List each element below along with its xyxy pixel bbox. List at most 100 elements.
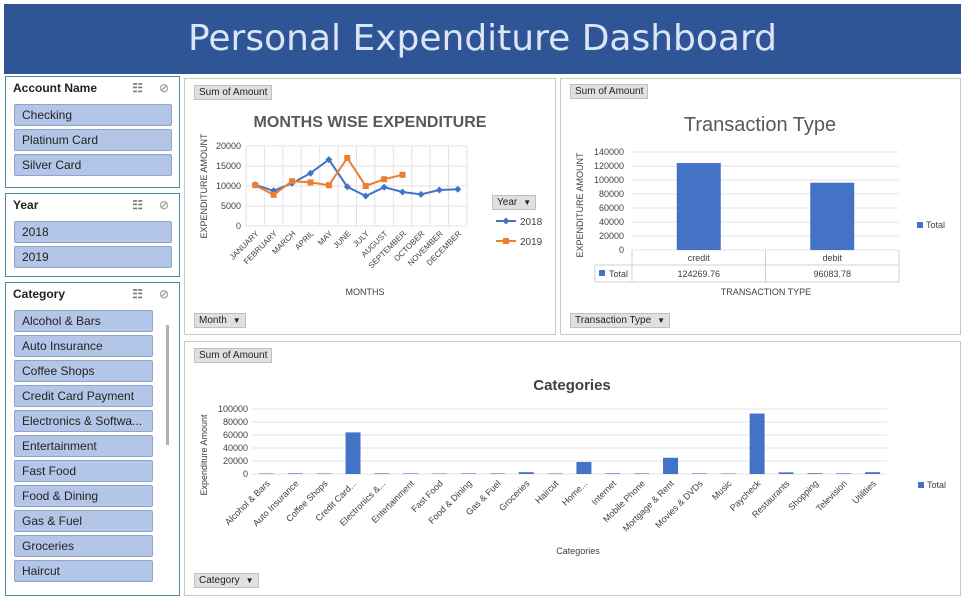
slicer-item-groceries[interactable]: Groceries: [14, 535, 153, 557]
data-point: [343, 183, 351, 191]
x-tick-label: Television: [814, 478, 849, 513]
legend-label: Total: [926, 220, 945, 230]
transaction-type-field-label: Transaction Type: [575, 315, 652, 326]
bar-category: [547, 473, 563, 474]
slicer-item-checking[interactable]: Checking: [14, 104, 172, 126]
months-chart-panel: Sum of Amount Year ▼ Month ▼ MONTHS WISE E…: [184, 78, 556, 335]
x-tick-label: Home...: [560, 478, 589, 507]
clear-filter-icon[interactable]: ⊘: [158, 198, 169, 212]
y-tick-label: 0: [243, 469, 248, 479]
data-point: [435, 186, 443, 194]
bar-category: [778, 472, 794, 474]
slicer-item-auto-insurance[interactable]: Auto Insurance: [14, 335, 153, 357]
bar-category: [518, 472, 534, 474]
x-tick-label: APRIL: [293, 229, 316, 252]
legend-marker: [503, 238, 509, 244]
legend-label: 2019: [520, 237, 543, 248]
account-name-slicer: Account Name ☷ ⊘ Checking Platinum Card …: [5, 76, 180, 188]
bar-category: [836, 473, 852, 474]
bar-category: [489, 473, 505, 474]
x-tick-label: JUNE: [332, 229, 353, 250]
y-tick-label: 20000: [223, 456, 248, 466]
sum-of-amount-button[interactable]: Sum of Amount: [194, 85, 273, 100]
bar-category: [605, 473, 621, 474]
dropdown-arrow-icon: ▼: [232, 316, 241, 325]
dashboard-title: Personal Expenditure Dashboard: [187, 18, 778, 59]
y-tick-label: 10000: [216, 181, 241, 191]
slicer-item-gas-fuel[interactable]: Gas & Fuel: [14, 510, 153, 532]
slicer-item-alcohol-bars[interactable]: Alcohol & Bars: [14, 310, 153, 332]
data-point: [362, 183, 369, 189]
slicer-item-2019[interactable]: 2019: [14, 246, 172, 268]
x-tick-label: Internet: [590, 478, 619, 507]
slicer-item-electronics-software[interactable]: Electronics & Softwa...: [14, 410, 153, 432]
slicer-item-platinum-card[interactable]: Platinum Card: [14, 129, 172, 151]
x-tick-label: debit: [822, 253, 842, 263]
transaction-chart-panel: Sum of Amount Transaction Type ▼ Transact…: [560, 78, 961, 335]
month-field-button[interactable]: Month ▼: [194, 313, 246, 328]
x-tick-label: Mortgage & Rent: [621, 478, 677, 534]
data-point: [307, 179, 314, 186]
bar-category: [576, 461, 592, 474]
category-slicer-header: Category ☷ ⊘: [6, 283, 179, 305]
dashboard-banner: Personal Expenditure Dashboard: [4, 4, 961, 74]
clear-filter-icon[interactable]: ⊘: [158, 81, 169, 95]
sum-of-amount-button[interactable]: Sum of Amount: [570, 84, 649, 99]
account-slicer-header: Account Name ☷ ⊘: [6, 77, 179, 99]
category-slicer: Category ☷ ⊘ Alcohol & Bars Auto Insuran…: [5, 282, 180, 596]
year-slicer: Year ☷ ⊘ 2018 2019: [5, 193, 180, 277]
data-point: [362, 192, 370, 200]
legend-label: 2018: [520, 217, 543, 228]
y-tick-label: 60000: [599, 203, 624, 213]
dropdown-arrow-icon: ▼: [523, 198, 532, 207]
slicer-item-credit-card-payment[interactable]: Credit Card Payment: [14, 385, 153, 407]
bar-category: [691, 473, 707, 474]
bar-category: [316, 473, 332, 474]
x-tick-label: Utilities: [850, 478, 878, 506]
year-field-button[interactable]: Year ▼: [492, 195, 537, 210]
sum-of-amount-button[interactable]: Sum of Amount: [194, 348, 273, 363]
bar-category: [634, 473, 650, 474]
x-axis-label: Categories: [556, 546, 600, 556]
dropdown-arrow-icon: ▼: [245, 576, 254, 585]
year-field-label: Year: [497, 197, 518, 208]
bar-category: [663, 457, 679, 474]
slicer-item-coffee-shops[interactable]: Coffee Shops: [14, 360, 153, 382]
data-point: [252, 182, 259, 189]
data-point: [380, 183, 388, 191]
x-axis-label: MONTHS: [346, 287, 385, 297]
slicer-scrollbar[interactable]: [166, 325, 169, 445]
y-tick-label: 100000: [218, 404, 248, 414]
year-slicer-title: Year: [13, 198, 39, 212]
y-tick-label: 20000: [216, 141, 241, 151]
clear-filter-icon[interactable]: ⊘: [158, 287, 169, 301]
data-point: [399, 188, 407, 196]
y-tick-label: 40000: [223, 443, 248, 453]
multi-select-icon[interactable]: ☷: [132, 287, 143, 301]
transaction-type-field-button[interactable]: Transaction Type ▼: [570, 313, 671, 328]
slicer-item-2018[interactable]: 2018: [14, 221, 172, 243]
multi-select-icon[interactable]: ☷: [132, 81, 143, 95]
category-field-button[interactable]: Category ▼: [194, 573, 259, 588]
slicer-item-food-dining[interactable]: Food & Dining: [14, 485, 153, 507]
y-tick-label: 0: [619, 245, 624, 255]
slicer-item-entertainment[interactable]: Entertainment: [14, 435, 153, 457]
y-axis-label: Expenditure Amount: [199, 414, 209, 496]
y-tick-label: 140000: [594, 147, 624, 157]
y-tick-label: 120000: [594, 161, 624, 171]
slicer-item-haircut[interactable]: Haircut: [14, 560, 153, 582]
y-tick-label: 40000: [599, 217, 624, 227]
y-tick-label: 5000: [221, 201, 241, 211]
table-legend-key: [599, 270, 605, 276]
bar-category: [460, 473, 476, 474]
transaction-type-chart: Transaction Type 0 20000 40000 60000 80000 100…: [575, 114, 945, 297]
slicer-item-silver-card[interactable]: Silver Card: [14, 154, 172, 176]
y-tick-label: 100000: [594, 175, 624, 185]
multi-select-icon[interactable]: ☷: [132, 198, 143, 212]
data-point: [306, 169, 314, 177]
slicer-item-fast-food[interactable]: Fast Food: [14, 460, 153, 482]
x-tick-label: Music: [710, 478, 734, 502]
months-line-chart: MONTHS WISE EXPENDITURE 0 5000 10000 15000 20…: [199, 114, 543, 297]
data-point: [399, 171, 406, 178]
data-point: [289, 178, 296, 185]
